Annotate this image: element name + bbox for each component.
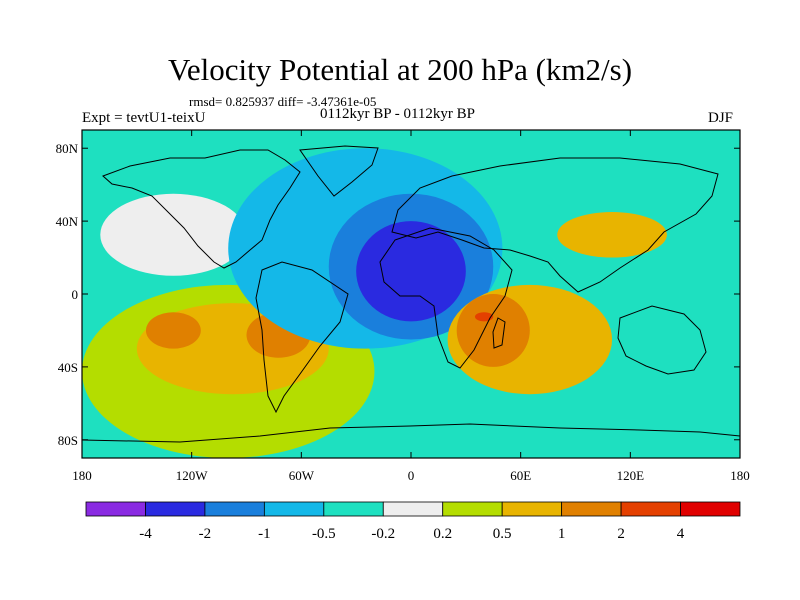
colorbar-swatch bbox=[620, 501, 681, 517]
north-america-coast bbox=[102, 149, 301, 269]
madagascar-coast bbox=[492, 317, 506, 349]
colorbar: -4 -2 -1 -0.5 -0.2 0.2 0.5 1 2 4 bbox=[85, 501, 741, 542]
colorbar-swatch bbox=[204, 501, 265, 517]
x-tick-label: 120E bbox=[617, 468, 645, 483]
chart-title: Velocity Potential at 200 hPa (km2/s) bbox=[167, 52, 633, 87]
experiment-label: Expt = tevtU1-teixU bbox=[82, 110, 206, 126]
colorbar-label: 1 bbox=[558, 526, 566, 542]
africa-coast bbox=[379, 227, 513, 369]
contour-field bbox=[82, 130, 740, 458]
colorbar-swatch bbox=[323, 501, 384, 517]
colorbar-swatch bbox=[382, 501, 444, 517]
y-tick-label: 0 bbox=[72, 287, 79, 302]
y-tick-label: 80S bbox=[58, 433, 78, 448]
y-axis: 80N 40N 0 40S 80S bbox=[56, 141, 740, 448]
colorbar-label: -2 bbox=[199, 526, 212, 542]
colorbar-swatch bbox=[145, 501, 206, 517]
y-tick-label: 40N bbox=[56, 214, 79, 229]
colorbar-label: -0.5 bbox=[312, 526, 336, 542]
season-label: DJF bbox=[708, 110, 734, 126]
colorbar-swatch bbox=[561, 501, 622, 517]
coastlines bbox=[82, 145, 740, 443]
australia-coast bbox=[617, 305, 707, 375]
x-tick-label: 120W bbox=[176, 468, 209, 483]
colorbar-swatch bbox=[85, 501, 146, 517]
contour-region-south-pacific-peak-1 bbox=[145, 312, 201, 349]
contour-region-north-pacific-white bbox=[100, 193, 247, 276]
contour-region-africa-low-minimum bbox=[356, 221, 466, 322]
colorbar-label: 0.2 bbox=[433, 526, 452, 542]
x-tick-label: 0 bbox=[408, 468, 415, 483]
rmsd-label: rmsd= 0.825937 diff= -3.47361e-05 bbox=[189, 94, 377, 109]
colorbar-label: 2 bbox=[617, 526, 625, 542]
greenland-coast bbox=[299, 145, 379, 197]
antarctica-coast bbox=[82, 423, 740, 443]
colorbar-swatch bbox=[680, 501, 741, 517]
contour-region-asia-high bbox=[557, 212, 667, 258]
south-america-coast bbox=[255, 261, 349, 414]
x-tick-label: 60E bbox=[510, 468, 531, 483]
y-tick-label: 40S bbox=[58, 360, 78, 375]
colorbar-swatch bbox=[501, 501, 563, 517]
colorbar-label: -0.2 bbox=[371, 526, 395, 542]
europe-asia-coast bbox=[391, 157, 719, 293]
colorbar-label: -1 bbox=[258, 526, 271, 542]
x-tick-label: 180 bbox=[730, 468, 750, 483]
colorbar-swatch bbox=[442, 501, 503, 517]
colorbar-label: 4 bbox=[677, 526, 685, 542]
colorbar-label: -4 bbox=[139, 526, 152, 542]
x-axis: 180 120W 60W 0 60E 120E 180 bbox=[72, 130, 750, 483]
x-tick-label: 60W bbox=[289, 468, 315, 483]
colorbar-swatch bbox=[263, 501, 325, 517]
y-tick-label: 80N bbox=[56, 141, 79, 156]
contour-region-indian-ocean-max bbox=[474, 312, 494, 322]
period-label: 0112kyr BP - 0112kyr BP bbox=[320, 106, 476, 122]
colorbar-label: 0.5 bbox=[493, 526, 512, 542]
x-tick-label: 180 bbox=[72, 468, 92, 483]
